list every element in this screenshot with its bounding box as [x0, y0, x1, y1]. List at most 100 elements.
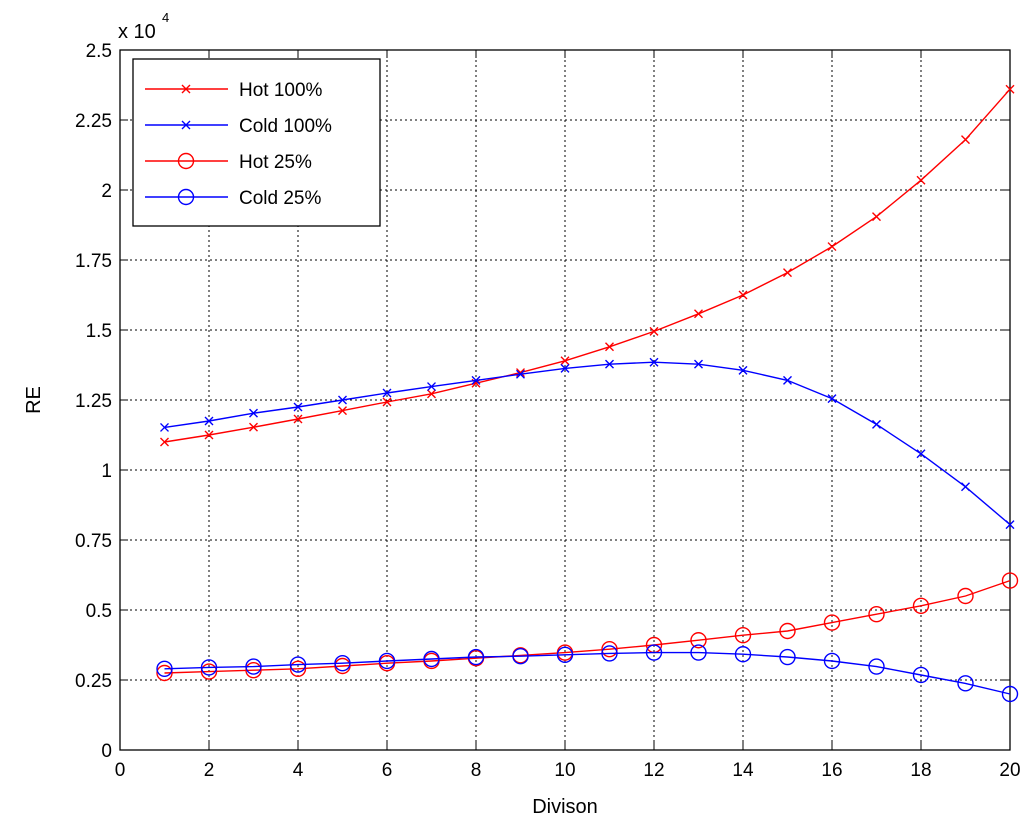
data-point	[601, 645, 618, 662]
data-point	[293, 402, 303, 412]
series-line	[164, 88, 1011, 443]
data-point	[738, 290, 748, 300]
x-tick-label: 0	[115, 760, 126, 781]
legend-marker	[181, 84, 191, 94]
axis-ticks: 0 2 4 6 8 10 12 14 16 18 20 0 0.25 0.5 0.75 1 1.25 1.5 1.7…	[75, 41, 1021, 781]
y-exponent-power: 4	[162, 10, 169, 25]
data-point	[649, 357, 659, 367]
data-point	[690, 644, 707, 661]
y-exponent-base: x 10	[118, 21, 156, 43]
data-point	[249, 422, 258, 432]
data-point	[156, 660, 173, 677]
legend: Hot 100% Cold 100% Hot 25% Cold 25%	[132, 58, 381, 227]
data-point	[734, 627, 752, 644]
data-point	[156, 664, 173, 682]
y-tick-label: 0	[101, 741, 112, 762]
data-point	[649, 326, 659, 336]
legend-marker	[177, 188, 195, 206]
data-point	[1001, 572, 1019, 589]
data-point	[645, 644, 663, 661]
legend-marker	[181, 120, 191, 130]
data-point	[779, 648, 796, 666]
data-point	[605, 359, 614, 369]
data-point	[601, 641, 618, 658]
data-point	[204, 416, 214, 426]
data-point	[912, 597, 930, 614]
data-point	[427, 389, 436, 399]
legend-entry: Cold 100%	[145, 116, 332, 137]
data-point	[872, 212, 881, 222]
data-point	[1005, 84, 1015, 94]
data-point	[1005, 520, 1015, 530]
data-point	[694, 359, 703, 369]
legend-items: Hot 100% Cold 100% Hot 25% Cold 25%	[145, 80, 332, 209]
x-tick-label: 16	[821, 760, 842, 781]
x-tick-label: 2	[204, 760, 215, 781]
data-point	[605, 342, 614, 352]
data-point	[868, 606, 885, 623]
y-tick-label: 1.25	[75, 391, 112, 412]
data-point	[916, 449, 926, 459]
y-tick-label: 0.25	[75, 671, 112, 692]
data-point	[467, 648, 485, 666]
series-cold-25	[156, 644, 1019, 703]
data-point	[204, 430, 214, 440]
series-line	[164, 361, 1011, 526]
legend-box	[132, 58, 381, 227]
data-point	[957, 587, 974, 605]
y-tick-label: 1	[101, 461, 112, 482]
data-point	[516, 369, 525, 379]
data-point	[560, 356, 570, 366]
y-tick-label: 2.5	[86, 41, 112, 62]
legend-marker	[177, 152, 195, 170]
data-point	[912, 666, 930, 684]
legend-entry: Hot 25%	[145, 152, 312, 173]
data-point	[872, 419, 881, 429]
data-point	[338, 395, 347, 405]
data-point	[961, 482, 970, 492]
data-point	[783, 268, 792, 278]
legend-entry: Cold 25%	[145, 188, 321, 209]
y-tick-label: 1.75	[75, 251, 112, 272]
data-point	[823, 652, 841, 670]
data-point	[1001, 685, 1019, 703]
data-point	[423, 650, 440, 668]
data-point	[160, 422, 169, 432]
data-point	[823, 614, 841, 631]
data-point	[783, 375, 792, 385]
data-point	[200, 663, 218, 680]
y-tick-label: 2	[101, 181, 112, 202]
data-point	[338, 406, 347, 416]
x-tick-label: 14	[732, 760, 754, 781]
y-tick-label: 0.5	[86, 601, 112, 622]
data-point	[382, 397, 392, 407]
legend-label: Cold 100%	[239, 116, 332, 137]
data-point	[249, 408, 258, 418]
grid-lines	[120, 50, 1010, 750]
data-point	[868, 658, 885, 675]
data-point	[471, 375, 481, 385]
data-point	[289, 656, 307, 673]
legend-entry: Hot 100%	[145, 80, 323, 101]
data-point	[200, 659, 218, 676]
data-point	[827, 242, 837, 252]
data-point	[334, 655, 351, 672]
x-tick-label: 4	[293, 760, 304, 781]
x-tick-label: 12	[643, 760, 664, 781]
data-point	[734, 646, 752, 663]
data-point	[916, 175, 926, 185]
data-point	[427, 382, 436, 392]
data-point	[556, 646, 574, 663]
data-point	[289, 660, 307, 677]
data-point	[957, 675, 974, 692]
x-tick-label: 6	[382, 760, 393, 781]
data-point	[293, 414, 303, 424]
data-point	[378, 652, 396, 670]
data-point	[961, 135, 970, 145]
data-point	[245, 658, 262, 675]
y-tick-label: 0.75	[75, 531, 112, 552]
legend-label: Hot 25%	[239, 152, 312, 173]
x-tick-label: 8	[471, 760, 482, 781]
data-point	[245, 662, 262, 679]
